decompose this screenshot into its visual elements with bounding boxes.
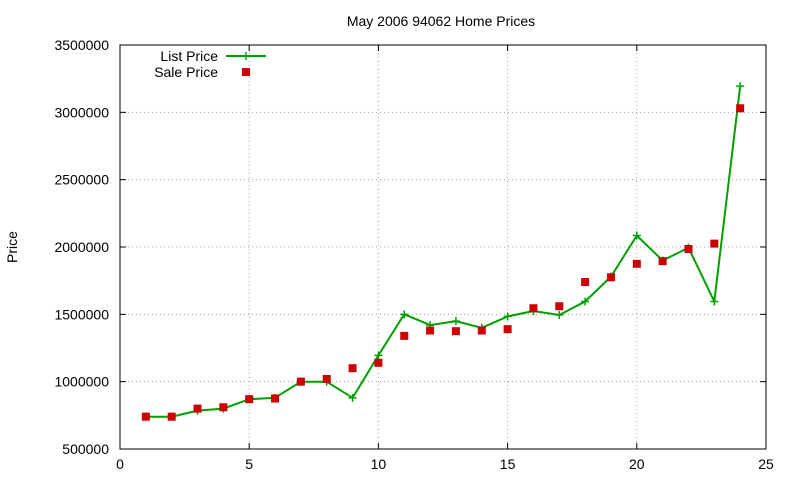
y-tick-label: 3500000 bbox=[54, 37, 109, 53]
sale-price-point bbox=[245, 395, 254, 404]
plot-border bbox=[119, 44, 767, 450]
sale-price-point bbox=[322, 374, 331, 383]
legend-label: Sale Price bbox=[154, 64, 218, 80]
sale-price-point bbox=[477, 326, 486, 335]
y-tick-label: 500000 bbox=[62, 441, 109, 457]
sale-price-point bbox=[271, 394, 280, 403]
sale-price-point bbox=[555, 302, 564, 311]
sale-price-point bbox=[193, 404, 202, 413]
list-price-point bbox=[632, 231, 641, 240]
plot-area bbox=[141, 82, 745, 421]
chart-title: May 2006 94062 Home Prices bbox=[347, 13, 535, 29]
sale-price-point bbox=[348, 364, 357, 373]
x-tick-label: 15 bbox=[500, 456, 516, 472]
x-tick-label: 0 bbox=[116, 456, 124, 472]
list-price-point bbox=[374, 351, 383, 360]
x-tick-label: 5 bbox=[245, 456, 253, 472]
sale-price-point bbox=[529, 304, 538, 313]
y-tick-label: 2500000 bbox=[54, 172, 109, 188]
list-price-point bbox=[736, 82, 745, 91]
y-axis-label: Price bbox=[4, 231, 20, 263]
list-price-line bbox=[145, 85, 742, 418]
sale-price-point bbox=[632, 259, 641, 268]
list-price-point bbox=[710, 297, 719, 306]
legend-square-marker bbox=[242, 68, 250, 76]
sale-price-point bbox=[503, 325, 512, 334]
x-tick-label: 25 bbox=[758, 456, 774, 472]
list-price-point bbox=[400, 310, 409, 319]
sale-price-point bbox=[426, 326, 435, 335]
sale-price-point bbox=[658, 257, 667, 266]
axes bbox=[119, 44, 767, 450]
sale-price-point bbox=[710, 239, 719, 248]
sale-price-point bbox=[684, 245, 693, 254]
y-tick-label: 1500000 bbox=[54, 306, 109, 322]
list-price-point bbox=[581, 297, 590, 306]
y-tick-label: 3000000 bbox=[54, 104, 109, 120]
list-price-point bbox=[348, 393, 357, 402]
list-price-point bbox=[555, 311, 564, 320]
legend-plus-marker bbox=[242, 52, 250, 60]
y-tick-label: 1000000 bbox=[54, 374, 109, 390]
sale-price-point bbox=[451, 327, 460, 336]
sale-price-point bbox=[606, 273, 615, 282]
sale-price-point bbox=[736, 104, 745, 113]
grid bbox=[120, 45, 766, 449]
legend-label: List Price bbox=[160, 48, 218, 64]
sale-price-point bbox=[167, 412, 176, 421]
sale-price-point bbox=[141, 412, 150, 421]
list-price-point bbox=[451, 317, 460, 326]
tick-labels: 0 5 10 15 20 25 500000 1000000 1500000 2000000 250… bbox=[54, 37, 774, 472]
sale-price-point bbox=[400, 331, 409, 340]
sale-price-point bbox=[581, 278, 590, 287]
list-price-point bbox=[503, 312, 512, 321]
sale-price-point bbox=[296, 377, 305, 386]
sale-price-point bbox=[219, 403, 228, 412]
x-tick-label: 20 bbox=[629, 456, 645, 472]
sale-price-point bbox=[374, 358, 383, 367]
y-tick-label: 2000000 bbox=[54, 239, 109, 255]
x-tick-label: 10 bbox=[371, 456, 387, 472]
